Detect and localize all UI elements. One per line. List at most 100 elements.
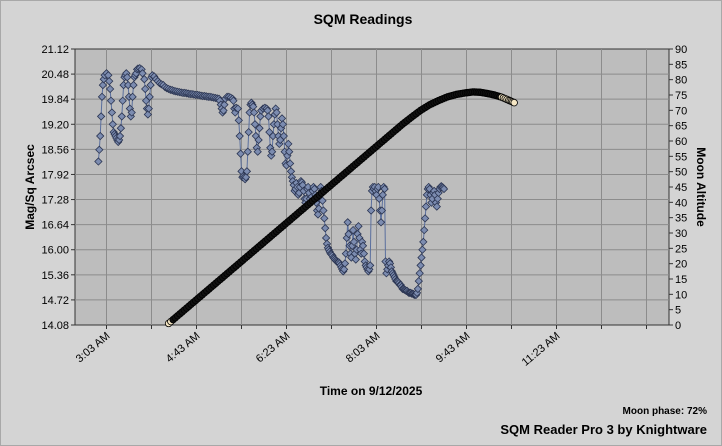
sqm-point <box>376 218 386 227</box>
sqm-point <box>279 131 288 141</box>
sqm-point <box>234 116 243 125</box>
sqm-point <box>108 120 117 129</box>
y2-tick-label: 45 <box>675 182 687 194</box>
sqm-point <box>284 139 293 149</box>
sqm-point <box>267 147 277 156</box>
sqm-point <box>348 225 358 235</box>
sqm-point <box>118 96 127 105</box>
sqm-point <box>358 241 368 250</box>
sqm-point <box>105 84 115 94</box>
y2-tick-label: 30 <box>675 228 687 240</box>
x-tick-label: 9:43 AM <box>434 330 473 365</box>
x-axis-label: Time on 9/12/2025 <box>320 384 423 398</box>
y-tick-label: 14.08 <box>41 320 69 332</box>
sqm-point <box>220 100 229 109</box>
sqm-point <box>243 147 252 156</box>
moon-phase-label: Moon phase: 72% <box>623 406 708 417</box>
y2-tick-label: 50 <box>675 167 687 179</box>
y-tick-label: 16.64 <box>41 220 69 232</box>
sqm-point <box>123 73 132 82</box>
sqm-point <box>127 108 136 117</box>
sqm-point <box>420 214 430 223</box>
sqm-point <box>146 80 155 90</box>
sqm-point <box>115 131 125 141</box>
sqm-point <box>241 173 251 182</box>
sqm-point <box>236 149 245 158</box>
sqm-point <box>421 202 431 211</box>
sqm-point <box>105 76 114 86</box>
x-axis: 3:03 AM 4:43 AM 6:23 AM 8:03 AM 9:43 AM 11:23… <box>74 325 647 369</box>
y2-tick-label: 65 <box>675 121 687 133</box>
x-tick-label: 11:23 AM <box>520 330 563 369</box>
sqm-point <box>320 214 329 223</box>
sqm-point <box>420 225 429 235</box>
sqm-point <box>253 147 262 156</box>
sqm-point <box>268 131 278 141</box>
series-moon-altitude <box>164 88 518 328</box>
sqm-point <box>94 157 103 166</box>
y-tick-label: 21.12 <box>41 44 69 56</box>
y2-tick-label: 55 <box>675 151 687 163</box>
y-axis-left: 14.08 14.72 15.36 16.00 16.64 17.28 17.92 18.56… <box>41 44 75 332</box>
chart-title: SQM Readings <box>314 11 413 27</box>
sqm-point <box>313 210 323 219</box>
sqm-point <box>249 108 259 117</box>
y2-tick-label: 60 <box>675 136 687 148</box>
sqm-point <box>285 159 295 168</box>
sqm-point <box>219 106 228 115</box>
sqm-point <box>256 112 265 121</box>
sqm-point <box>343 218 352 227</box>
sqm-point <box>433 194 442 203</box>
sqm-point <box>380 184 389 194</box>
y2-tick-label: 40 <box>675 197 687 209</box>
sqm-point <box>144 104 153 113</box>
sqm-point <box>275 139 284 149</box>
sqm-point <box>349 237 359 247</box>
sqm-point <box>439 184 449 194</box>
sqm-point <box>143 110 153 119</box>
grid-lines <box>75 49 669 325</box>
sqm-point <box>98 80 108 90</box>
sqm-point <box>319 206 328 215</box>
sqm-point <box>264 112 273 121</box>
sqm-point <box>354 222 363 231</box>
y2-tick-label: 20 <box>675 259 687 271</box>
sqm-point <box>339 265 349 274</box>
sqm-point <box>96 131 105 141</box>
sqm-point <box>374 182 383 192</box>
sqm-point <box>97 92 107 101</box>
y2-tick-label: 35 <box>675 213 687 225</box>
sqm-point <box>95 145 104 154</box>
sqm-point <box>415 269 424 278</box>
sqm-point <box>414 276 423 286</box>
sqm-point <box>242 167 252 176</box>
sqm-point <box>116 124 126 133</box>
y2-tick-label: 75 <box>675 90 687 102</box>
sqm-point <box>235 131 244 141</box>
y-tick-label: 18.56 <box>41 144 69 156</box>
sqm-point <box>117 112 126 121</box>
y2-tick-label: 0 <box>675 320 681 332</box>
y-tick-label: 14.72 <box>41 295 69 307</box>
sqm-point <box>359 249 369 258</box>
sqm-point <box>141 84 150 94</box>
sqm-point <box>254 135 263 145</box>
y2-tick-label: 80 <box>675 75 687 87</box>
sqm-point <box>229 96 238 105</box>
y2-tick-label: 85 <box>675 59 687 71</box>
sqm-point <box>140 75 149 84</box>
y-tick-label: 19.20 <box>41 119 69 131</box>
sqm-point <box>351 255 360 264</box>
y2-tick-label: 5 <box>675 305 681 317</box>
sqm-point <box>145 92 154 101</box>
sqm-point <box>272 108 281 117</box>
y2-axis-label: Moon Altitude <box>694 147 708 227</box>
y-axis-label: Mag/Sq Arcsec <box>23 144 37 230</box>
sqm-point <box>107 108 117 117</box>
x-tick-label: 4:43 AM <box>164 330 203 365</box>
y2-tick-label: 10 <box>675 289 687 301</box>
moon-point <box>510 98 518 107</box>
sqm-point <box>377 206 387 215</box>
sqm-point <box>416 261 425 270</box>
